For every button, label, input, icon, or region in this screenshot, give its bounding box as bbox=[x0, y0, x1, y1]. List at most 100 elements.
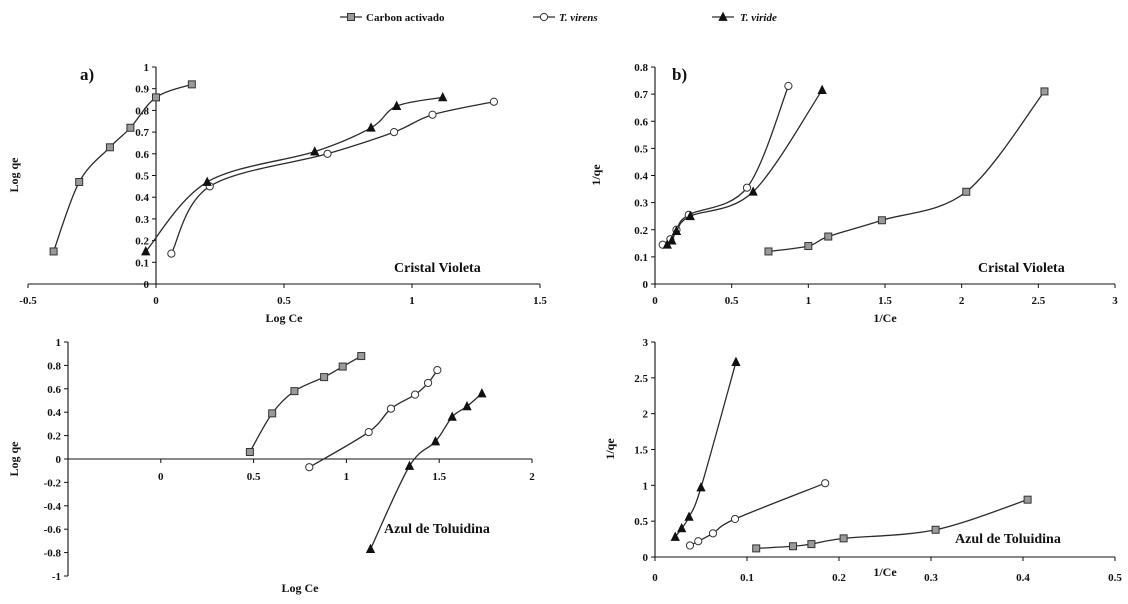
y-tick-label: 0.8 bbox=[634, 62, 648, 74]
data-point bbox=[962, 187, 971, 196]
y-tick-label: 0.9 bbox=[135, 84, 149, 96]
data-point bbox=[817, 84, 827, 94]
y-tick-label: 0.2 bbox=[47, 431, 61, 443]
legend-label: T. viride bbox=[740, 12, 777, 24]
data-point bbox=[685, 210, 695, 221]
y-tick-label: 0.2 bbox=[135, 236, 149, 248]
data-point bbox=[694, 537, 703, 546]
data-point bbox=[141, 246, 151, 256]
y-tick-label: 0.6 bbox=[634, 116, 648, 128]
y-tick-label: 0.8 bbox=[47, 360, 61, 372]
data-point bbox=[187, 80, 196, 89]
data-point bbox=[105, 143, 114, 152]
series-circle bbox=[658, 81, 793, 249]
series-line bbox=[662, 85, 790, 246]
data-point bbox=[404, 460, 415, 470]
data-point bbox=[677, 522, 687, 533]
x-tick-label: 1 bbox=[409, 295, 415, 307]
x-axis-label: Log Ce bbox=[282, 581, 320, 595]
x-tick-label: 0.1 bbox=[740, 572, 754, 584]
data-point bbox=[338, 362, 347, 371]
series-square bbox=[752, 495, 1032, 553]
x-tick-label: 1 bbox=[344, 471, 350, 483]
data-point bbox=[245, 447, 254, 456]
y-axis-label: Log qe bbox=[7, 157, 21, 193]
y-tick-label: 3 bbox=[643, 337, 649, 349]
series-triangle bbox=[141, 91, 448, 256]
x-tick-label: 2 bbox=[529, 471, 535, 483]
y-axis-label: 1/qe bbox=[603, 438, 617, 460]
series-square bbox=[245, 352, 366, 456]
series-square bbox=[764, 87, 1049, 256]
series-line bbox=[145, 96, 443, 252]
chart-panel-2: 0 0.5 1 1.5 2 -1 -0.8 -0.6 -0.4 -0.2 0 0.2 0.4 0.6 0.8… bbox=[7, 337, 535, 595]
y-tick-label: 1 bbox=[643, 480, 649, 492]
y-tick-label: 0.7 bbox=[634, 89, 648, 101]
y-tick-label: -0.4 bbox=[44, 501, 62, 513]
data-point bbox=[1040, 87, 1049, 96]
data-point bbox=[671, 225, 682, 236]
data-point bbox=[748, 186, 758, 196]
dye-annotation: Cristal Violeta bbox=[978, 261, 1065, 276]
y-tick-label: 1 bbox=[144, 62, 150, 74]
series-triangle bbox=[365, 388, 487, 553]
y-tick-label: 1.5 bbox=[634, 445, 648, 457]
y-tick-label: 0.4 bbox=[634, 171, 648, 183]
data-point bbox=[305, 463, 314, 472]
data-point bbox=[789, 542, 797, 551]
x-tick-label: 0 bbox=[158, 471, 164, 483]
x-tick-label: 0.4 bbox=[1016, 572, 1030, 584]
data-point bbox=[365, 543, 376, 553]
y-tick-label: 0.1 bbox=[135, 257, 149, 269]
series-triangle bbox=[670, 356, 741, 541]
data-point bbox=[366, 122, 376, 132]
x-tick-label: 1 bbox=[806, 295, 812, 307]
data-point bbox=[49, 247, 58, 256]
data-point bbox=[804, 242, 813, 251]
series-square bbox=[49, 80, 196, 256]
y-tick-label: 0 bbox=[144, 279, 150, 291]
panel-label: a) bbox=[80, 65, 94, 84]
series-circle bbox=[305, 365, 442, 472]
legend-marker-square bbox=[347, 13, 355, 21]
legend-item-0: Carbon activado bbox=[340, 12, 445, 24]
y-tick-label: 0 bbox=[643, 552, 649, 564]
x-tick-label: 0.5 bbox=[247, 471, 261, 483]
chart-panel-0: -0.5 0 0.5 1 1.500.10.20.30.40.50.60.70.80.9… bbox=[7, 62, 547, 325]
y-axis-label: 1/qe bbox=[589, 164, 603, 186]
data-point bbox=[438, 91, 448, 102]
legend-marker-triangle bbox=[718, 11, 728, 21]
data-point bbox=[447, 411, 457, 421]
data-point bbox=[428, 110, 437, 119]
y-tick-label: 2 bbox=[643, 409, 649, 421]
y-tick-label: 0.7 bbox=[135, 127, 149, 139]
data-point bbox=[708, 529, 718, 538]
x-axis-label: Log Ce bbox=[266, 311, 304, 325]
data-point bbox=[391, 100, 402, 110]
data-point bbox=[323, 149, 332, 158]
data-point bbox=[310, 146, 320, 156]
y-axis-label: Log qe bbox=[7, 441, 21, 477]
y-tick-label: 0.3 bbox=[634, 198, 648, 210]
y-tick-label: 0.6 bbox=[135, 149, 149, 161]
data-point bbox=[364, 427, 373, 437]
x-tick-label: -0.5 bbox=[19, 295, 37, 307]
data-point bbox=[807, 540, 816, 549]
legend-marker-circle bbox=[539, 12, 549, 22]
y-tick-label: 0.1 bbox=[634, 252, 648, 264]
dye-annotation: Azul de Toluidina bbox=[955, 532, 1061, 547]
data-point bbox=[684, 511, 694, 521]
data-point bbox=[386, 404, 396, 413]
data-point bbox=[731, 356, 741, 366]
x-tick-label: 0.5 bbox=[1108, 572, 1122, 584]
dye-annotation: Azul de Toluidina bbox=[384, 522, 490, 537]
data-point bbox=[685, 541, 695, 550]
y-tick-label: 0.5 bbox=[135, 171, 149, 183]
data-point bbox=[167, 249, 176, 258]
y-tick-label: 1 bbox=[56, 337, 62, 349]
data-point bbox=[839, 534, 848, 543]
data-point bbox=[290, 387, 299, 396]
series-line bbox=[170, 101, 495, 254]
y-tick-label: -1 bbox=[52, 571, 61, 583]
